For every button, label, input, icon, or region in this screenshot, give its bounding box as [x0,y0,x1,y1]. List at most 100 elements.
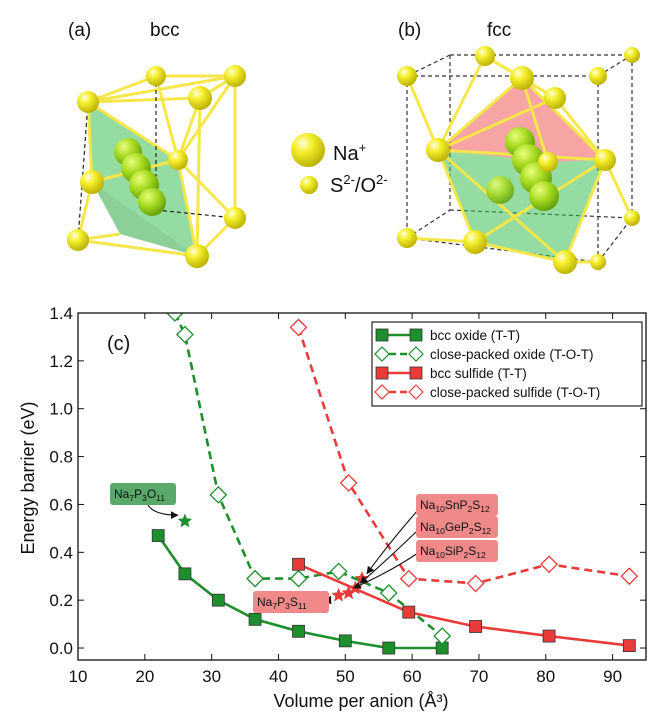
bcc-anions [67,65,246,268]
annotation-arrow [352,552,419,589]
series-point-2 [469,620,483,633]
annotation-box [416,540,498,562]
series-point-1 [379,584,398,602]
legend-marker [375,366,389,380]
annotation-label: Na10SnP2S12 [420,498,490,514]
data-star [331,587,346,602]
x-tick-label: 60 [403,667,422,686]
annotation-box [416,494,498,516]
legend-label: bcc sulfide (T-T) [430,366,527,381]
series-point-3 [399,569,418,588]
legend-label: close-packed oxide (T-O-T) [430,347,594,362]
x-tick-label: 90 [603,667,622,686]
series-point-0 [382,641,396,655]
annotation-label: Na7P3O11 [114,487,165,503]
series-point-0 [211,593,225,607]
series-point-2 [622,639,636,653]
y-tick-label: 0.2 [49,591,73,610]
y-tick-label: 0.6 [49,495,73,514]
series-point-0 [338,634,352,648]
chart-axes: 10 20 30 40 50 60 70 80 90 0.0 0.2 0.4 0.6 0.8 1.0 1.2 1… [49,304,647,686]
chart-legend: bcc oxide (T-T) close-packed oxide (T-O-T… [371,321,643,407]
annotation-box [416,516,498,538]
species-legend: Na+ S2-/O2- [291,133,388,197]
series-point-1 [329,562,348,581]
series-point-2 [542,629,556,643]
legend-marker [375,328,389,342]
plot-area [151,313,639,655]
fcc-anions [397,46,640,274]
fcc-structure-panel: (b) fcc [397,20,640,274]
legend-marker [409,366,423,380]
y-tick-label: 1.0 [49,400,73,419]
x-axis-label: Volume per anion (Å³) [273,691,448,711]
series-point-1 [175,325,194,344]
x-tick-label: 80 [536,667,555,686]
legend-marker [374,384,390,400]
data-star [341,585,356,600]
chart-annotations: Na7P3O11 Na10SnP2S12 Na10GeP2S12 Na10SiP2S1… [110,483,498,613]
series-point-1 [433,627,452,645]
green-tetrahedron-face [92,182,197,256]
annotation-arrow [147,504,179,519]
annotation-arrow [366,509,419,575]
y-tick-label: 0.8 [49,448,73,467]
series-point-1 [246,569,265,588]
mobile-na-path [114,138,166,216]
energy-barrier-chart: 10 20 30 40 50 60 70 80 90 0.0 0.2 0.4 0.6 0.8 1.0 1.2 1… [18,304,647,711]
annotation-arrow [324,595,332,605]
series-point-1 [209,485,228,504]
red-octahedron [438,78,605,162]
series-line-1 [173,313,444,638]
legend-label: bcc oxide (T-T) [430,328,520,343]
series-group [151,313,639,655]
series-point-3 [339,473,358,492]
panel-c-tag: (c) [107,333,130,355]
x-tick-label: 30 [202,667,221,686]
series-line-2 [297,563,630,647]
series-point-3 [620,567,639,586]
na-ion-label: Na+ [333,140,366,165]
x-tick-label: 50 [336,667,355,686]
legend-marker [409,328,423,342]
panel-a-name: bcc [150,20,180,41]
x-tick-label: 10 [69,667,88,686]
series-point-1 [289,569,308,588]
annotation-label: Na10GeP2S12 [420,520,491,536]
series-point-3 [289,318,308,337]
na-ion-icon [291,133,325,167]
panel-b-tag: (b) [398,20,421,41]
series-point-0 [248,612,262,626]
bcc-dashed-edges [77,76,236,241]
annotation-label: Na10SiP2S12 [420,544,486,560]
legend-marker [374,346,390,362]
bcc-structure-panel: (a) bcc [67,20,246,268]
plot-frame [77,312,647,661]
y-tick-label: 1.2 [49,352,73,371]
y-axis-label: Energy barrier (eV) [18,401,38,554]
series-line-3 [297,327,630,585]
legend-marker [408,384,424,400]
series-point-1 [165,313,184,322]
series-point-2 [402,605,416,619]
legend-marker [408,346,424,362]
x-tick-label: 70 [469,667,488,686]
series-point-2 [292,557,305,571]
data-star [177,513,193,528]
series-point-3 [466,574,485,593]
series-point-0 [178,567,192,581]
anion-label: S2-/O2- [330,172,388,197]
annotation-box [253,591,329,613]
legend-label: close-packed sulfide (T-O-T) [430,385,600,400]
y-tick-label: 0.4 [49,543,73,562]
annotation-label: Na7P3S11 [257,595,307,611]
series-point-3 [540,555,559,574]
panel-b-name: fcc [487,20,511,41]
anion-icon [300,176,318,194]
x-tick-label: 20 [135,667,154,686]
mobile-na-path-b [486,127,559,211]
annotation-arrow [359,529,419,584]
series-point-0 [292,624,305,638]
panel-a-tag: (a) [68,20,91,41]
